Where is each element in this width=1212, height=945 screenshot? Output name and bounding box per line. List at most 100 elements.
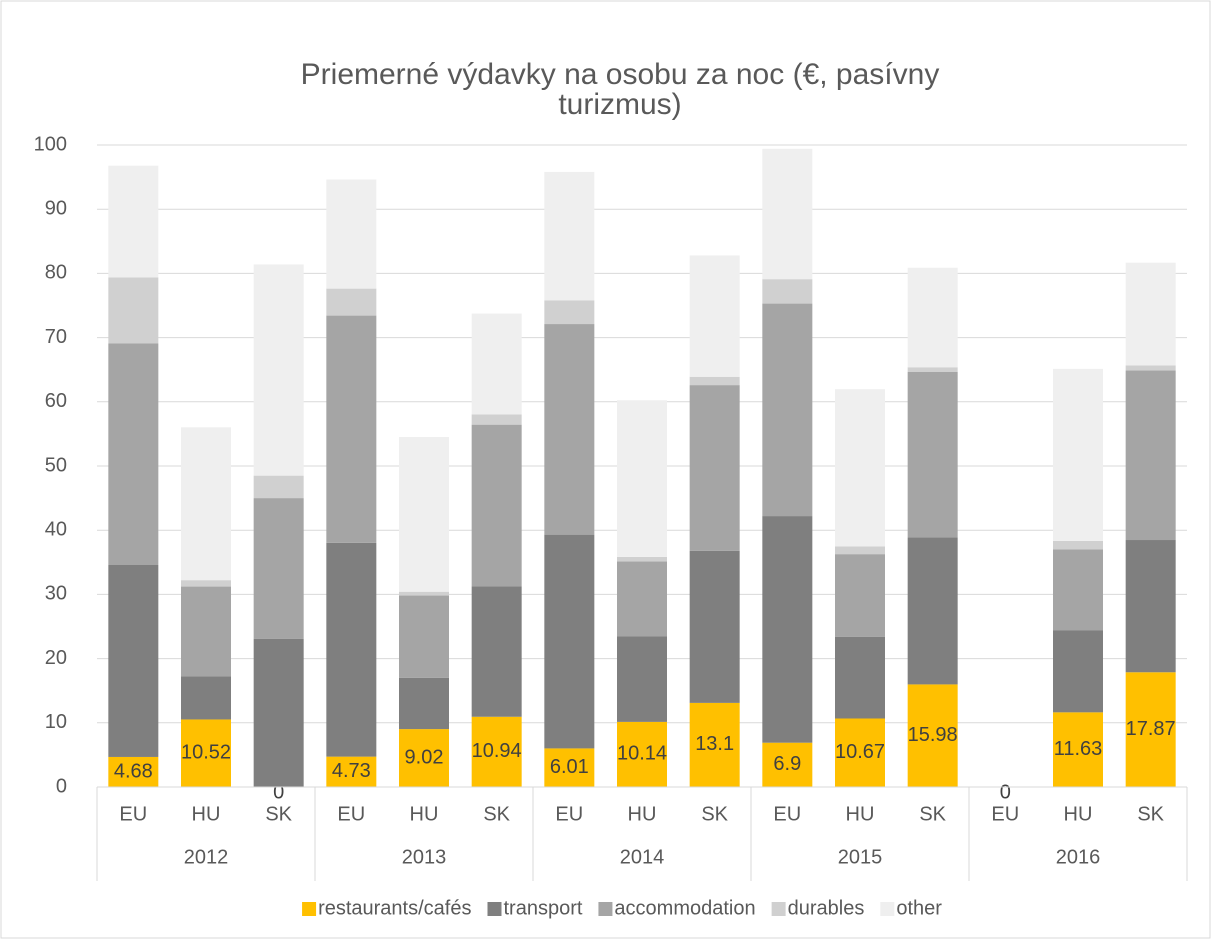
x-tick-label: SK	[1137, 803, 1164, 825]
legend-label: durables	[788, 897, 865, 919]
bar-segment	[253, 498, 304, 639]
y-tick-label: 10	[45, 711, 67, 733]
bar-segment	[181, 580, 231, 587]
bar-segment	[1053, 549, 1103, 631]
bar-segment	[108, 277, 159, 344]
bar-segment	[907, 684, 958, 787]
y-tick-label: 50	[45, 454, 67, 476]
bar-segment	[108, 564, 159, 757]
y-tick-label: 60	[45, 390, 67, 412]
legend-swatch	[771, 902, 786, 916]
group-label: 2012	[184, 846, 229, 868]
bar-segment	[835, 636, 885, 719]
data-label: 15.98	[908, 724, 958, 746]
bar-segment	[907, 367, 958, 372]
bar-segment	[835, 718, 885, 787]
bar-segment	[762, 516, 813, 743]
bar-segment	[617, 556, 667, 562]
legend-label: transport	[503, 897, 582, 919]
x-tick-label: SK	[919, 803, 946, 825]
bar-segment	[181, 676, 231, 720]
bar-segment	[181, 586, 231, 677]
y-tick-label: 80	[45, 262, 67, 284]
bar-segment	[544, 748, 595, 787]
y-tick-label: 90	[45, 197, 67, 219]
x-tick-label: HU	[410, 803, 439, 825]
x-tick-label: EU	[773, 803, 801, 825]
data-label: 17.87	[1126, 718, 1176, 740]
legend-swatch	[880, 902, 895, 916]
bar-segment	[689, 376, 740, 386]
bar-segment	[253, 475, 304, 499]
bar-segment	[907, 267, 958, 368]
bar-segment	[471, 586, 522, 717]
bar-segment	[326, 542, 377, 757]
legend-label: accommodation	[614, 897, 755, 919]
legend-swatch	[302, 902, 317, 916]
y-tick-label: 30	[45, 583, 67, 605]
chart-title-continued: turizmus)	[558, 88, 681, 121]
bar-segment	[835, 389, 885, 547]
data-label: 13.1	[695, 733, 734, 755]
x-tick-label: SK	[483, 803, 510, 825]
bar-segment	[689, 550, 740, 703]
group-label: 2016	[1056, 846, 1101, 868]
group-label: 2013	[402, 846, 447, 868]
data-label: 0	[273, 781, 284, 803]
bar-segment	[471, 414, 522, 425]
bar-segment	[108, 756, 159, 787]
bar-segment	[835, 554, 885, 637]
data-label: 4.73	[332, 760, 371, 782]
bar-segment	[399, 591, 449, 596]
x-tick-label: HU	[1064, 803, 1093, 825]
bar-segment	[399, 436, 449, 592]
bar-segment	[326, 315, 377, 543]
bar-segment	[544, 534, 595, 749]
y-tick-label: 70	[45, 326, 67, 348]
bar-segment	[689, 385, 740, 551]
bar-segment	[1125, 262, 1176, 366]
bar-segment	[544, 300, 595, 325]
bar-segment	[1053, 540, 1103, 550]
legend-label: restaurants/cafés	[318, 897, 471, 919]
bar-segment	[762, 742, 813, 787]
bar-segment	[471, 716, 522, 787]
x-tick-label: EU	[337, 803, 365, 825]
y-tick-label: 100	[34, 133, 67, 155]
y-tick-label: 20	[45, 647, 67, 669]
bar-segment	[253, 264, 304, 476]
bar-segment	[1125, 370, 1176, 541]
bar-segment	[1053, 368, 1103, 541]
legend-swatch	[487, 902, 502, 916]
x-tick-label: EU	[991, 803, 1019, 825]
x-tick-label: HU	[192, 803, 221, 825]
group-label: 2014	[620, 846, 665, 868]
bar-segment	[326, 756, 377, 787]
bar-segment	[907, 537, 958, 685]
x-tick-label: EU	[119, 803, 147, 825]
bar-segment	[617, 721, 667, 787]
bar-segment	[471, 424, 522, 587]
y-tick-label: 40	[45, 518, 67, 540]
data-label: 6.9	[773, 753, 801, 775]
y-tick-label: 0	[56, 775, 67, 797]
bar-segment	[108, 165, 159, 278]
data-label: 6.01	[550, 756, 589, 778]
chart-title: Priemerné výdavky na osobu za noc (€, pa…	[301, 58, 940, 91]
bar-segment	[471, 313, 522, 415]
group-label: 2015	[838, 846, 883, 868]
bar-segment	[108, 343, 159, 565]
bar-segment	[907, 371, 958, 538]
x-tick-label: EU	[555, 803, 583, 825]
bar-segment	[544, 171, 595, 301]
bar-segment	[762, 303, 813, 517]
bar-segment	[544, 324, 595, 535]
bar-segment	[762, 279, 813, 304]
bar-segment	[689, 255, 740, 377]
bar-segment	[326, 179, 377, 289]
bar-segment	[181, 427, 231, 581]
bar-segment	[689, 702, 740, 787]
legend-label: other	[896, 897, 942, 919]
bar-segment	[835, 546, 885, 555]
data-label: 10.52	[181, 742, 231, 764]
